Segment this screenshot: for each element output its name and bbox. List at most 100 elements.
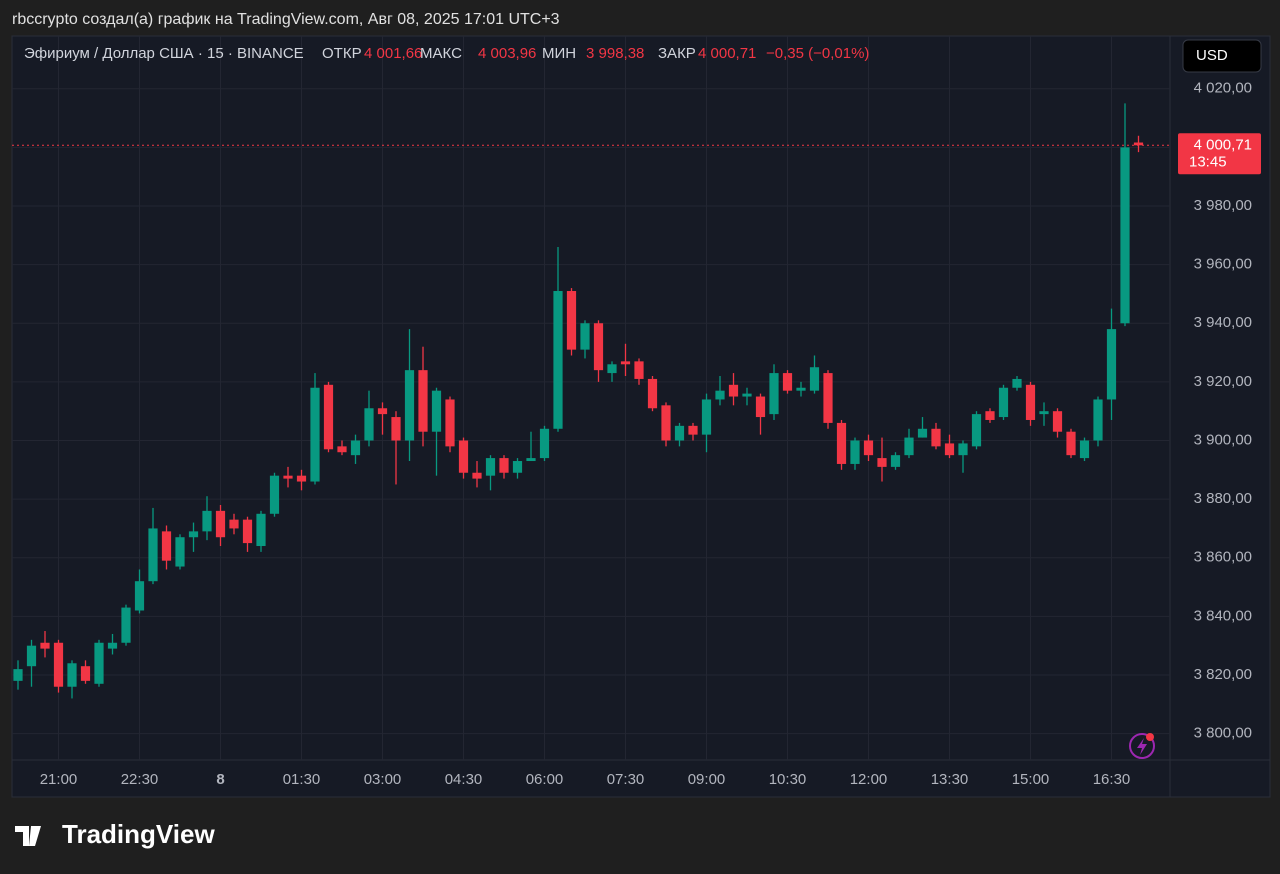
candles xyxy=(13,103,1144,699)
candle-body xyxy=(296,475,307,482)
high-value: 4 003,96 xyxy=(478,45,536,62)
logo-text: TradingView xyxy=(62,819,215,849)
candle-body xyxy=(796,387,806,391)
candle-body xyxy=(1120,147,1130,324)
candle-body xyxy=(269,475,280,514)
candle-body xyxy=(364,408,374,441)
change: −0,35 (−0,01%) xyxy=(766,45,869,62)
candle-body xyxy=(539,428,550,459)
candle-body xyxy=(728,384,739,397)
candle-body xyxy=(971,414,982,447)
candle-body xyxy=(850,440,860,464)
candle-body xyxy=(620,361,631,365)
candle-body xyxy=(431,390,442,432)
candle-body xyxy=(769,373,779,415)
candle-body xyxy=(526,458,536,462)
x-tick-label: 15:00 xyxy=(1012,771,1050,788)
y-tick-label: 4 020,00 xyxy=(1194,80,1252,97)
candle-body xyxy=(1106,329,1117,400)
x-tick-label: 07:30 xyxy=(607,771,645,788)
candle-body xyxy=(985,411,995,420)
chart-panel xyxy=(11,35,1271,798)
candle-body xyxy=(782,373,793,391)
countdown: 13:45 xyxy=(1189,153,1227,170)
candle-body xyxy=(809,367,820,391)
open-value: 4 001,66 xyxy=(364,45,422,62)
low-label: МИН xyxy=(542,45,576,62)
x-tick-label: 01:30 xyxy=(283,771,321,788)
open-label: ОТКР xyxy=(322,45,362,62)
last-price-box xyxy=(1178,133,1261,175)
x-tick-label: 06:00 xyxy=(526,771,564,788)
candle-body xyxy=(377,408,388,415)
candle-body xyxy=(337,446,347,453)
candle-body xyxy=(661,405,671,441)
candle-body xyxy=(742,393,752,397)
currency-button[interactable] xyxy=(1182,39,1262,73)
candle-body xyxy=(40,642,50,649)
candle-body xyxy=(80,666,91,681)
candle-body xyxy=(863,440,874,456)
candle-body xyxy=(755,396,766,418)
candle-body xyxy=(1052,411,1063,432)
candle-body xyxy=(836,422,847,464)
currency-label[interactable]: USD xyxy=(1196,47,1228,64)
candle-body xyxy=(458,440,469,473)
x-tick-label: 21:00 xyxy=(40,771,78,788)
candle-body xyxy=(647,378,658,409)
candle-body xyxy=(634,361,644,379)
candle-body xyxy=(1066,431,1076,456)
y-tick-label: 3 980,00 xyxy=(1194,197,1252,214)
candle-body xyxy=(512,461,523,473)
candle-body xyxy=(580,323,590,350)
candle-body xyxy=(566,291,577,350)
close-value: 4 000,71 xyxy=(698,45,756,62)
candle-body xyxy=(715,390,725,400)
last-price-label: 4 000,71 xyxy=(1194,136,1252,153)
candle-body xyxy=(958,443,968,456)
candle-body xyxy=(445,399,455,447)
candle-body xyxy=(134,581,145,611)
attribution: rbccrypto создал(а) график на TradingVie… xyxy=(12,11,560,28)
high-label: МАКС xyxy=(420,45,462,62)
candle-body xyxy=(202,510,212,532)
y-tick-label: 3 800,00 xyxy=(1194,725,1252,742)
x-tick-label: 16:30 xyxy=(1093,771,1131,788)
x-tick-label: 13:30 xyxy=(931,771,969,788)
candle-body xyxy=(121,607,131,643)
candle-body xyxy=(674,425,685,441)
y-tick-label: 3 840,00 xyxy=(1194,607,1252,624)
x-tick-label: 09:00 xyxy=(688,771,726,788)
low-value: 3 998,38 xyxy=(586,45,644,62)
candle-body xyxy=(553,291,563,429)
y-tick-label: 3 960,00 xyxy=(1194,256,1252,273)
candle-body xyxy=(593,323,604,371)
symbol: Эфириум / Доллар США · 15 · BINANCE xyxy=(24,45,304,62)
candle-body xyxy=(148,528,158,582)
candle-body xyxy=(283,475,293,479)
candle-body xyxy=(1025,384,1036,420)
candle-body xyxy=(94,642,104,684)
candle-body xyxy=(877,458,887,467)
x-tick-label: 10:30 xyxy=(769,771,807,788)
close-label: ЗАКР xyxy=(658,45,696,62)
y-tick-label: 3 880,00 xyxy=(1194,490,1252,507)
candle-body xyxy=(1133,142,1144,146)
candle-body xyxy=(931,428,941,447)
candle-body xyxy=(188,531,199,538)
candle-body xyxy=(998,387,1009,418)
candle-body xyxy=(404,370,415,441)
candle-body xyxy=(53,642,64,687)
candle-body xyxy=(13,669,23,681)
candle-body xyxy=(499,458,509,473)
x-tick-label: 8 xyxy=(216,771,224,788)
x-tick-label: 04:30 xyxy=(445,771,483,788)
candle-body xyxy=(917,428,928,438)
candle-body xyxy=(944,443,955,456)
candle-body xyxy=(215,510,226,538)
candle-body xyxy=(904,437,914,456)
lightning-icon xyxy=(1129,733,1155,759)
candle-body xyxy=(391,417,401,441)
candle-body xyxy=(485,458,496,476)
x-tick-label: 22:30 xyxy=(121,771,159,788)
